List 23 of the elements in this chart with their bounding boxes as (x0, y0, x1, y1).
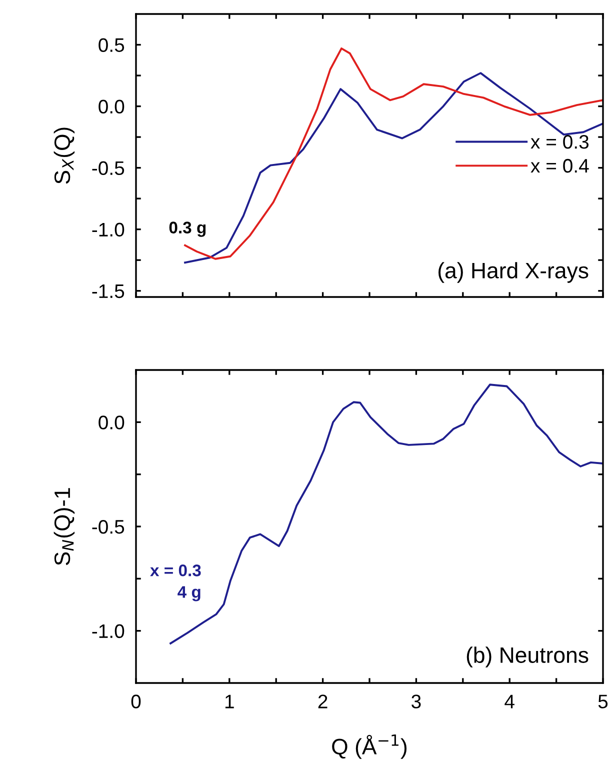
x-tick-label: 3 (412, 694, 421, 708)
y-tick-label: -1.0 (92, 624, 124, 638)
x-tick-label: 4 (504, 694, 514, 708)
x-tick-label: 1 (225, 694, 234, 708)
annotation: (b) Neutrons (466, 646, 588, 668)
y-axis-title: S$_{X}$(Q) (54, 128, 75, 184)
y-tick-label: 0.0 (98, 416, 124, 430)
y-tick-label: -1.0 (92, 222, 124, 237)
annotation: x = 0.3 4 g (150, 564, 201, 602)
x-tick-label: 5 (598, 694, 608, 708)
legend-label: x = 0.4 (530, 158, 589, 173)
annotation: 0.3 g (169, 222, 206, 237)
x-tick-label: 0 (131, 694, 141, 708)
x-axis-title: Q (Å$^{−1}$) (332, 734, 407, 759)
y-tick-label: -1.5 (92, 284, 124, 298)
x-tick-label: 2 (318, 694, 328, 708)
y-tick-label: 0.5 (98, 38, 124, 52)
y-tick-label: -0.5 (92, 520, 124, 534)
legend-label: x = 0.3 (530, 134, 589, 149)
y-axis-title: S$_{N}$(Q)-1 (54, 488, 75, 566)
annotation: (a) Hard X-rays (438, 262, 588, 283)
y-tick-label: -0.5 (92, 161, 124, 176)
y-tick-label: 0.0 (98, 100, 124, 114)
